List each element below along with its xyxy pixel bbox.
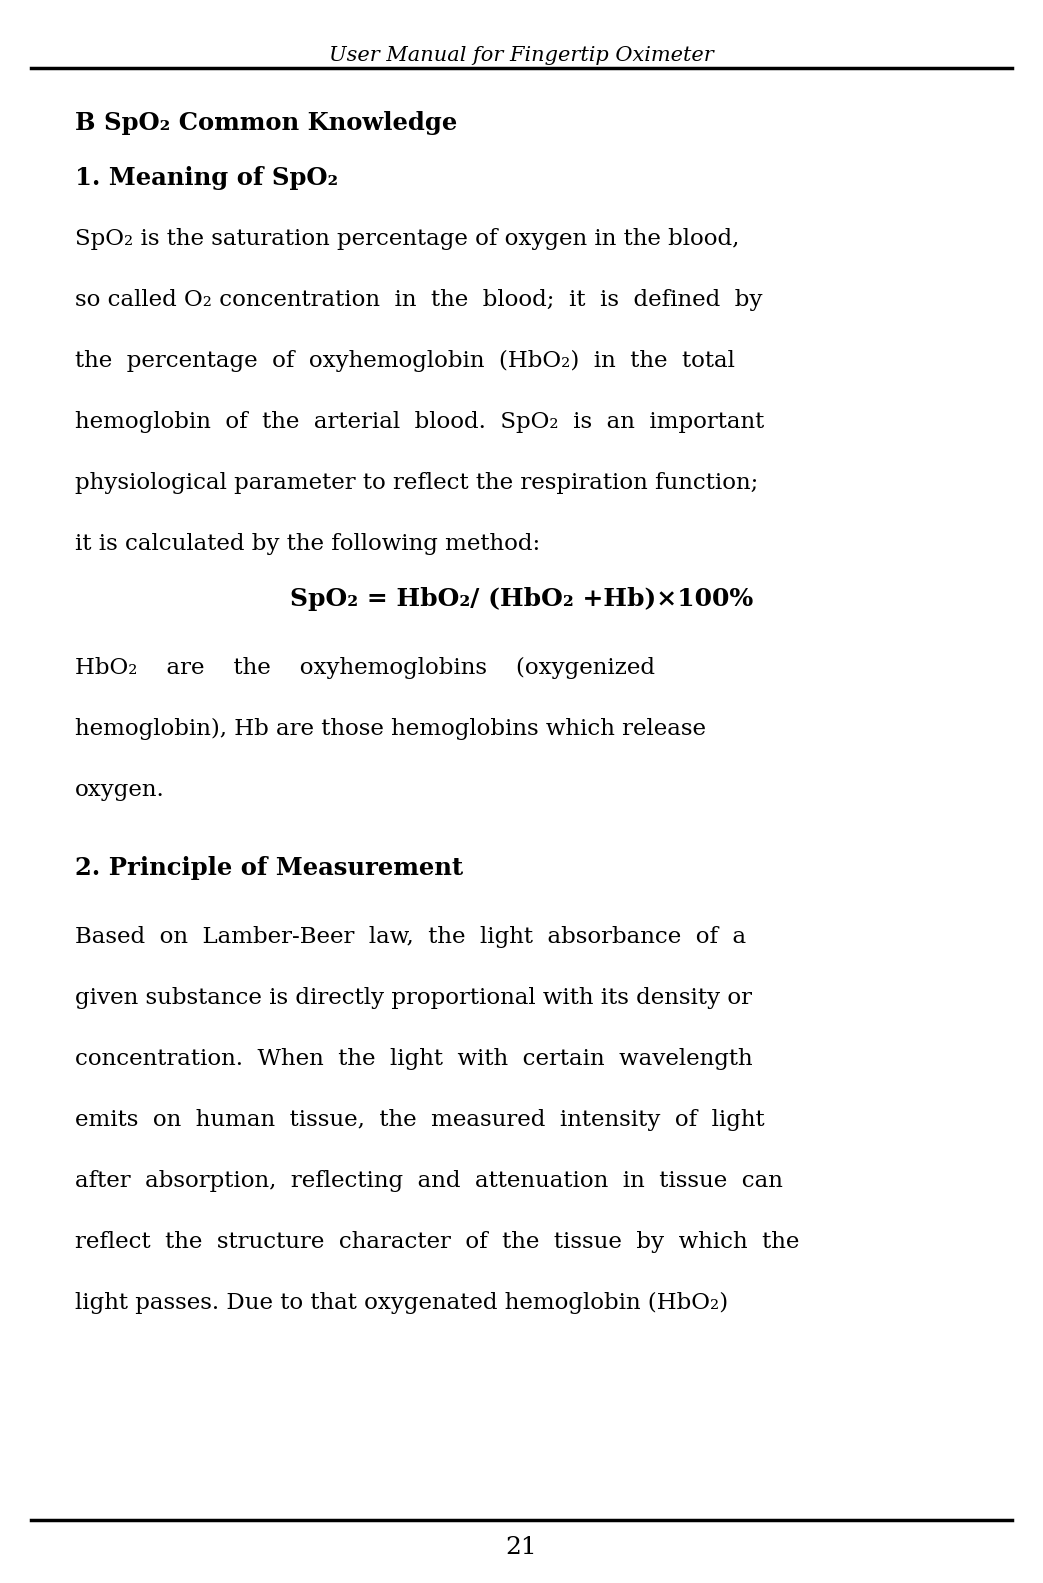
Text: User Manual for Fingertip Oximeter: User Manual for Fingertip Oximeter	[330, 46, 713, 65]
Text: hemoglobin  of  the  arterial  blood.  SpO₂  is  an  important: hemoglobin of the arterial blood. SpO₂ i…	[75, 412, 765, 432]
Text: oxygen.: oxygen.	[75, 779, 165, 801]
Text: hemoglobin), Hb are those hemoglobins which release: hemoglobin), Hb are those hemoglobins wh…	[75, 719, 706, 741]
Text: emits  on  human  tissue,  the  measured  intensity  of  light: emits on human tissue, the measured inte…	[75, 1110, 765, 1130]
Text: 21: 21	[506, 1536, 537, 1559]
Text: after  absorption,  reflecting  and  attenuation  in  tissue  can: after absorption, reflecting and attenua…	[75, 1170, 783, 1192]
Text: 1. Meaning of SpO₂: 1. Meaning of SpO₂	[75, 166, 338, 190]
Text: given substance is directly proportional with its density or: given substance is directly proportional…	[75, 988, 752, 1008]
Text: Based  on  Lamber-Beer  law,  the  light  absorbance  of  a: Based on Lamber-Beer law, the light abso…	[75, 926, 746, 948]
Text: light passes. Due to that oxygenated hemoglobin (HbO₂): light passes. Due to that oxygenated hem…	[75, 1292, 728, 1314]
Text: concentration.  When  the  light  with  certain  wavelength: concentration. When the light with certa…	[75, 1048, 753, 1070]
Text: reflect  the  structure  character  of  the  tissue  by  which  the: reflect the structure character of the t…	[75, 1232, 800, 1252]
Text: B SpO₂ Common Knowledge: B SpO₂ Common Knowledge	[75, 111, 457, 135]
Text: 2. Principle of Measurement: 2. Principle of Measurement	[75, 856, 463, 880]
Text: so called O₂ concentration  in  the  blood;  it  is  defined  by: so called O₂ concentration in the blood;…	[75, 290, 762, 310]
Text: physiological parameter to reflect the respiration function;: physiological parameter to reflect the r…	[75, 472, 758, 494]
Text: SpO₂ = HbO₂/ (HbO₂ +Hb)×100%: SpO₂ = HbO₂/ (HbO₂ +Hb)×100%	[290, 587, 753, 611]
Text: HbO₂    are    the    oxyhemoglobins    (oxygenized: HbO₂ are the oxyhemoglobins (oxygenized	[75, 657, 655, 679]
Text: it is calculated by the following method:: it is calculated by the following method…	[75, 532, 540, 554]
Text: SpO₂ is the saturation percentage of oxygen in the blood,: SpO₂ is the saturation percentage of oxy…	[75, 228, 739, 250]
Text: the  percentage  of  oxyhemoglobin  (HbO₂)  in  the  total: the percentage of oxyhemoglobin (HbO₂) i…	[75, 350, 735, 372]
